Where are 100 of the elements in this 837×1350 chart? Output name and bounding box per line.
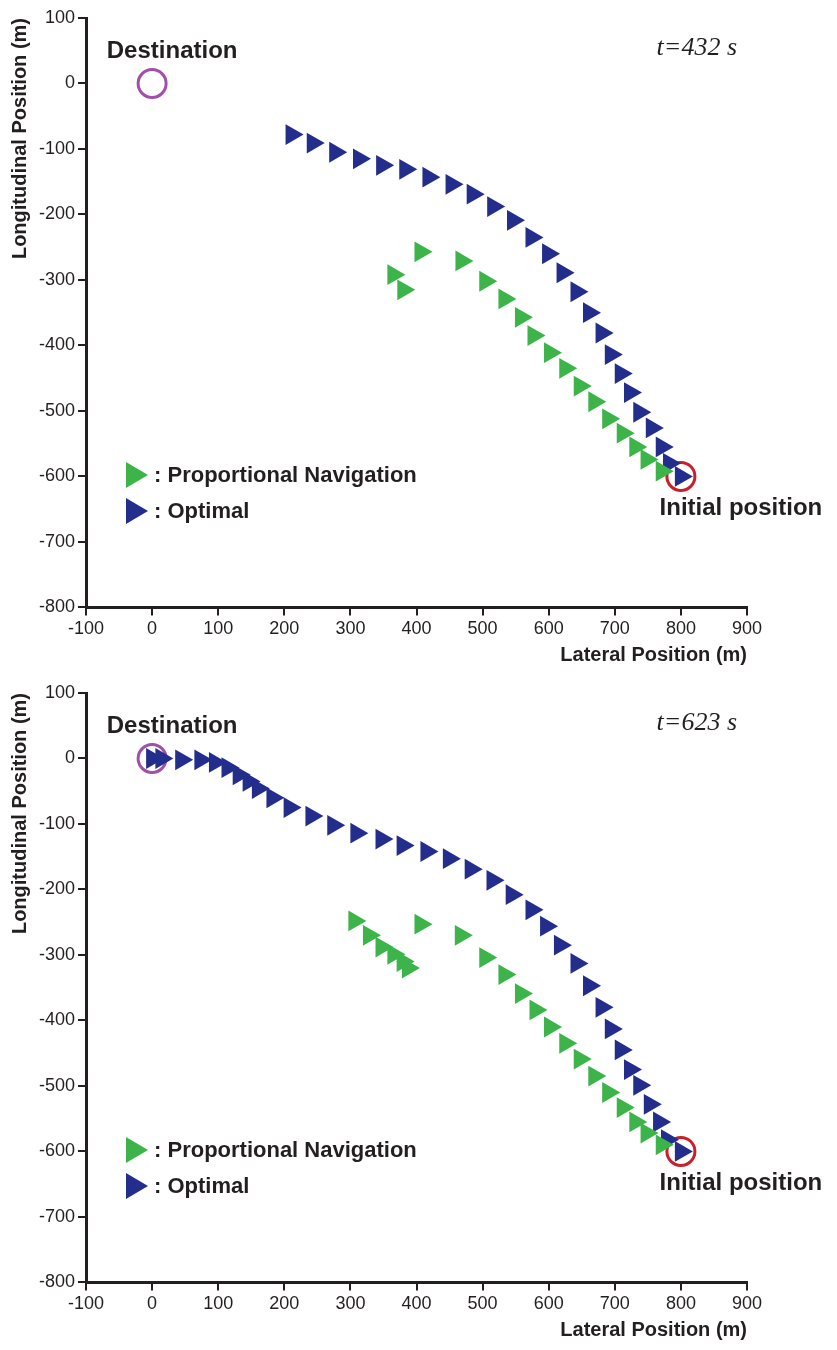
x-tick-label: 600 <box>533 618 564 639</box>
point <box>396 835 415 856</box>
point <box>573 1048 592 1070</box>
x-tick-label: 400 <box>401 1293 432 1314</box>
point <box>466 183 485 205</box>
point <box>327 814 346 836</box>
y-tick-label: -400 <box>39 1009 76 1030</box>
point <box>353 148 372 170</box>
x-tick-label: 500 <box>467 1293 498 1314</box>
point <box>486 869 505 891</box>
point <box>633 1074 652 1096</box>
point <box>614 1039 633 1061</box>
x-tick-label: 400 <box>401 618 432 639</box>
point <box>414 241 433 263</box>
point <box>556 262 575 284</box>
x-tick-label: 900 <box>731 1293 763 1314</box>
y-tick-label: 0 <box>65 747 76 768</box>
point <box>375 828 394 850</box>
x-tick-label: 800 <box>665 1293 696 1314</box>
legend-label: : Optimal <box>154 497 250 526</box>
point <box>498 288 517 310</box>
annotation: t=623 s <box>656 706 737 736</box>
point <box>514 983 533 1004</box>
annotation: t=432 s <box>656 31 737 61</box>
point <box>455 250 474 272</box>
point <box>487 196 506 217</box>
y-tick-label: -200 <box>39 878 76 899</box>
point <box>479 270 498 292</box>
y-tick-label: -500 <box>39 399 76 420</box>
x-axis-title: Lateral Position (m) <box>560 642 747 665</box>
point <box>604 1018 623 1040</box>
point <box>221 757 240 779</box>
x-tick-label: 700 <box>599 1293 630 1314</box>
point <box>614 363 633 384</box>
point <box>616 1097 635 1118</box>
point <box>655 460 674 482</box>
x-tick-label: 300 <box>335 1293 366 1314</box>
y-tick-label: -100 <box>39 812 76 833</box>
x-tick-label: 700 <box>599 618 630 639</box>
x-tick-label: 100 <box>203 1293 234 1314</box>
point <box>445 173 464 195</box>
point <box>387 264 406 286</box>
point <box>602 408 621 430</box>
y-tick-label: -400 <box>39 334 76 355</box>
x-tick-label: 300 <box>335 618 366 639</box>
point <box>616 422 635 444</box>
point <box>595 996 614 1018</box>
point <box>329 141 348 163</box>
x-tick-label: 800 <box>665 618 696 639</box>
x-tick-label: 900 <box>731 618 763 639</box>
y-tick-label: -300 <box>39 268 76 289</box>
point <box>633 401 652 423</box>
series-label: Initial position <box>659 493 823 521</box>
point <box>514 306 533 328</box>
point <box>595 322 614 344</box>
point <box>602 1082 621 1103</box>
y-tick-label: 0 <box>65 72 76 93</box>
point <box>643 1093 662 1115</box>
x-tick-label: 600 <box>533 1293 564 1314</box>
point <box>479 947 498 968</box>
point <box>640 449 659 470</box>
series-label: Initial position <box>659 1168 823 1196</box>
x-tick-label: 0 <box>147 618 158 639</box>
point <box>588 391 607 413</box>
point <box>155 748 174 769</box>
point <box>544 342 563 364</box>
point <box>542 243 561 265</box>
x-tick-label: 200 <box>269 1293 300 1314</box>
point <box>653 1111 672 1133</box>
point <box>655 1134 674 1156</box>
x-tick-label: 100 <box>203 618 234 639</box>
point <box>655 436 674 458</box>
point <box>283 797 302 818</box>
point <box>583 975 602 997</box>
point <box>604 344 623 366</box>
point <box>362 924 381 946</box>
point <box>624 382 643 403</box>
point <box>397 279 416 301</box>
point <box>422 166 441 188</box>
point <box>266 787 285 809</box>
point <box>544 1016 563 1038</box>
y-axis-title: Longitudinal Position (m) <box>7 693 30 935</box>
point <box>529 999 548 1021</box>
point <box>507 209 526 231</box>
point <box>454 924 473 946</box>
point <box>559 1032 578 1054</box>
legend-label: : Proportional Navigation <box>154 461 417 490</box>
y-tick-label: -200 <box>39 203 76 224</box>
point <box>559 357 578 379</box>
y-tick-label: -700 <box>39 530 76 551</box>
point <box>573 375 592 397</box>
point <box>399 158 418 180</box>
y-tick-label: 100 <box>44 6 76 27</box>
legend-label: : Proportional Navigation <box>154 1136 417 1165</box>
point <box>624 1059 643 1080</box>
legend-label: : Optimal <box>154 1172 250 1201</box>
y-tick-label: -600 <box>39 1140 76 1161</box>
point <box>570 953 589 974</box>
point <box>498 964 517 985</box>
y-tick-label: -100 <box>39 137 76 158</box>
